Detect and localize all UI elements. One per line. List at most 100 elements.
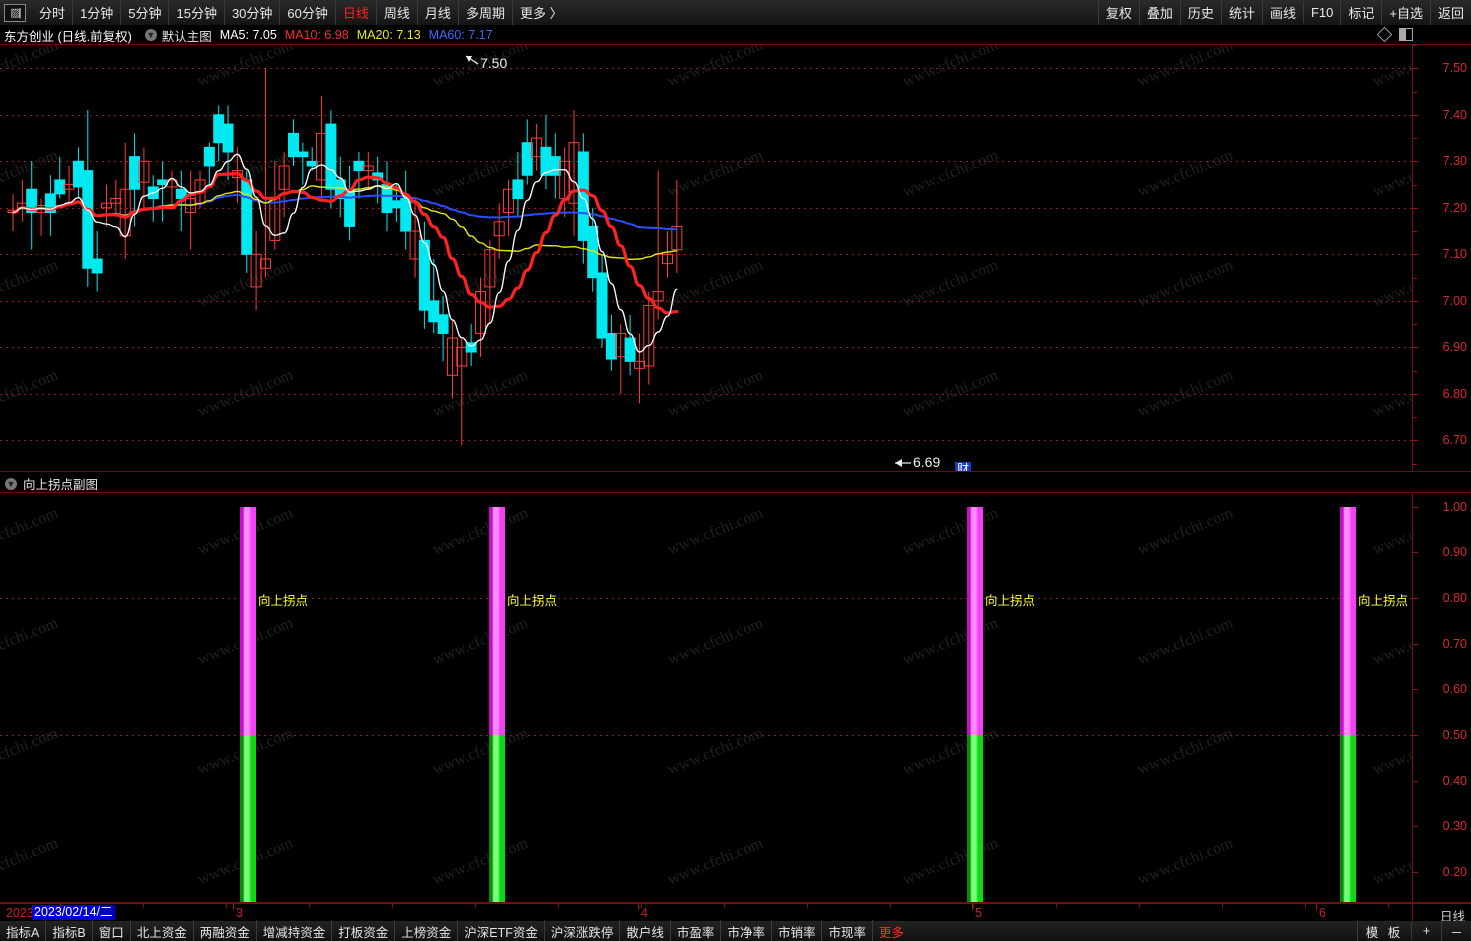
bottom-item-2[interactable]: 窗口 [93, 919, 131, 941]
signal-bar-top [967, 506, 983, 736]
toolbar-item-9[interactable]: 多周期 [459, 0, 513, 25]
bottom-item-12[interactable]: 市净率 [721, 919, 772, 941]
toolbar-right-item-2[interactable]: 历史 [1179, 0, 1221, 25]
date-minor-tick [724, 904, 725, 908]
watermark: www.cfchi.com [665, 834, 766, 889]
bottom-toolbar: 指标A 指标B 窗口 北上资金 两融资金 增减持资金 打板资金 上榜资金 沪深ETF资金 沪深涨跌… [0, 919, 1471, 941]
bottom-item-8[interactable]: 沪深ETF资金 [458, 919, 545, 941]
date-axis[interactable]: 2023 2023/02/14/二 日线 3 4 5 6 [0, 903, 1471, 924]
signal-bar[interactable] [1340, 506, 1356, 902]
toolbar-item-8[interactable]: 月线 [418, 0, 459, 25]
indicator-tick-mark [1413, 780, 1418, 782]
price-minor-tick [1413, 440, 1417, 442]
bottom-item-4[interactable]: 两融资金 [194, 919, 257, 941]
indicator-tick-mark [1413, 872, 1418, 874]
bottom-item-7[interactable]: 上榜资金 [395, 919, 459, 941]
watermark: www.cfchi.com [900, 724, 1001, 779]
bottom-item-13[interactable]: 市销率 [772, 919, 823, 941]
price-minor-tick [1413, 231, 1417, 233]
bottom-item-10[interactable]: 散户线 [620, 919, 671, 941]
signal-bar[interactable] [967, 506, 983, 902]
split-view-icon[interactable] [1399, 28, 1413, 41]
chevron-down-circle-icon[interactable]: ▼ [5, 477, 17, 490]
signal-bar[interactable] [240, 506, 256, 902]
finance-badge[interactable]: 财 [955, 462, 972, 471]
ma20-line [12, 185, 678, 261]
price-minor-tick [1413, 68, 1417, 70]
toolbar-right-item-0[interactable]: 复权 [1097, 0, 1139, 25]
gridline [0, 161, 1412, 163]
bottom-item-1[interactable]: 指标B [46, 919, 93, 941]
price-tick-label-6: 6.90 [1442, 340, 1467, 355]
toolbar-item-0[interactable]: 分时 [32, 0, 74, 25]
toolbar-right-item-4[interactable]: 画线 [1261, 0, 1303, 25]
bottom-item-6[interactable]: 打板资金 [332, 919, 396, 941]
bottom-item-9[interactable]: 沪深涨跌停 [545, 919, 621, 941]
signal-label-2: 向上拐点 [985, 594, 1036, 609]
indicator-tick-label-1: 0.90 [1442, 545, 1467, 560]
main-chart-canvas[interactable]: www.cfchi.com www.cfchi.com www.cfchi.com w… [0, 45, 1412, 471]
indicator-tick-label-4: 0.60 [1442, 682, 1467, 697]
signal-bar-bottom [489, 735, 505, 902]
bottom-right-item-0[interactable]: 模 板 [1357, 919, 1411, 941]
bottom-right-item-2[interactable]: － [1441, 919, 1471, 941]
price-minor-tick [1413, 417, 1417, 419]
price-minor-tick [1413, 184, 1417, 186]
date-tick-mark [233, 904, 234, 910]
date-minor-tick [1056, 904, 1057, 908]
bottom-item-5[interactable]: 增减持资金 [257, 919, 333, 941]
toolbar-right-item-7[interactable]: +自选 [1381, 0, 1430, 25]
price-minor-tick [1413, 324, 1417, 326]
main-price-chart[interactable]: www.cfchi.com www.cfchi.com www.cfchi.com w… [0, 44, 1471, 472]
date-minor-tick [226, 904, 227, 908]
selected-date-label: 2023/02/14/二 [32, 905, 115, 920]
toolbar-item-7[interactable]: 周线 [377, 0, 418, 25]
price-minor-tick [1413, 207, 1417, 209]
date-tick-mark [972, 904, 973, 910]
app-logo-icon[interactable]: ▨| [4, 3, 26, 22]
signal-label-3: 向上拐点 [1358, 594, 1409, 609]
toolbar-item-2[interactable]: 5分钟 [121, 0, 170, 25]
toolbar-item-3[interactable]: 15分钟 [169, 0, 225, 25]
bottom-item-15[interactable]: 更多 [878, 925, 904, 940]
price-minor-tick [1413, 393, 1417, 395]
signal-label-0: 向上拐点 [258, 594, 309, 609]
bottom-item-14[interactable]: 市现率 [822, 919, 873, 941]
bottom-item-3[interactable]: 北上资金 [131, 919, 194, 941]
bottom-item-11[interactable]: 市盈率 [671, 919, 722, 941]
chevron-down-circle-icon[interactable]: ▼ [144, 29, 157, 41]
toolbar-item-6[interactable]: 日线 [336, 0, 377, 25]
toolbar-right-item-3[interactable]: 统计 [1220, 0, 1262, 25]
sub-chart-canvas[interactable]: www.cfchi.com www.cfchi.com www.cfchi.com w… [0, 493, 1412, 902]
diamond-icon[interactable] [1376, 26, 1393, 43]
toolbar-item-5[interactable]: 60分钟 [280, 0, 336, 25]
ma10-line [11, 172, 679, 315]
toolbar-right-item-1[interactable]: 叠加 [1138, 0, 1180, 25]
price-annotation-1: 6.69 [913, 454, 941, 470]
date-minor-tick [1388, 904, 1389, 908]
bottom-item-0[interactable]: 指标A [0, 919, 47, 941]
signal-bar[interactable] [489, 506, 505, 902]
watermark: www.cfchi.com [665, 504, 766, 559]
price-minor-tick [1413, 347, 1417, 349]
indicator-tick-label-8: 0.20 [1442, 865, 1467, 880]
watermark: www.cfchi.com [1370, 614, 1412, 669]
stock-title[interactable]: 东方创业 (日线.前复权) [4, 29, 132, 44]
date-minor-tick [309, 904, 310, 908]
sub-chart-title[interactable]: 向上拐点副图 [23, 478, 99, 492]
price-minor-tick [1413, 370, 1417, 372]
bottom-right-item-1[interactable]: + [1411, 922, 1441, 940]
toolbar-right-item-5[interactable]: F10 [1302, 2, 1340, 23]
watermark: www.cfchi.com [430, 504, 531, 559]
toolbar-item-1[interactable]: 1分钟 [73, 0, 122, 25]
toolbar-item-4[interactable]: 30分钟 [225, 0, 281, 25]
watermark: www.cfchi.com [1370, 724, 1412, 779]
sub-indicator-chart[interactable]: www.cfchi.com www.cfchi.com www.cfchi.com w… [0, 492, 1471, 903]
indicator-name[interactable]: 默认主图 [161, 29, 212, 44]
price-minor-tick [1413, 300, 1417, 302]
toolbar-item-10[interactable]: 更多 〉 [519, 6, 563, 21]
indicator-tick-label-6: 0.40 [1442, 773, 1467, 788]
toolbar-right-item-8[interactable]: 返回 [1429, 0, 1471, 25]
toolbar-right-item-6[interactable]: 标记 [1340, 0, 1381, 25]
